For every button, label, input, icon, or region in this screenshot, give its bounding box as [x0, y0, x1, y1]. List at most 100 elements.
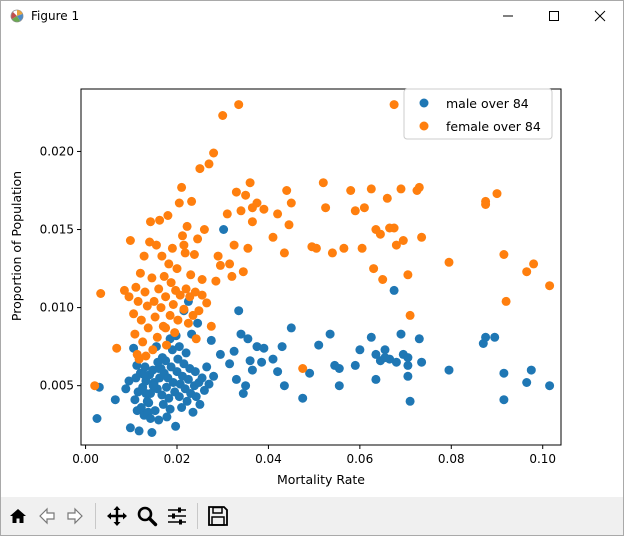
- male-data-point: [215, 349, 225, 359]
- figure-canvas[interactable]: 0.00 0.02 0.04 0.06 0.08 0.10 0.005 0.010 0.015 0…: [1, 31, 623, 497]
- female-data-point: [96, 289, 106, 298]
- zoom-button[interactable]: [135, 504, 159, 528]
- female-data-point: [499, 250, 509, 259]
- female-data-point: [241, 190, 251, 200]
- male-data-point: [279, 381, 289, 391]
- legend-marker-male: [419, 98, 429, 108]
- pan-button[interactable]: [105, 504, 129, 528]
- male-data-point: [298, 393, 308, 403]
- close-button[interactable]: [577, 1, 623, 31]
- save-disk-icon: [208, 506, 228, 526]
- male-data-point: [146, 414, 155, 423]
- female-data-point: [501, 296, 511, 306]
- y-axis-label: Proportion of Population: [9, 171, 24, 321]
- female-data-point: [396, 184, 406, 194]
- y-tick-label: 0.020: [40, 144, 74, 158]
- female-data-point: [391, 240, 401, 250]
- male-data-point: [181, 348, 191, 358]
- male-data-point: [391, 357, 401, 367]
- maximize-button[interactable]: [531, 1, 577, 31]
- female-data-point: [131, 282, 141, 292]
- female-data-point: [135, 268, 145, 278]
- male-data-point: [405, 396, 415, 406]
- female-data-point: [259, 204, 269, 214]
- male-data-point: [417, 357, 427, 367]
- female-data-point: [369, 264, 379, 274]
- male-data-point: [314, 340, 324, 350]
- legend-label-male: male over 84: [446, 96, 529, 111]
- male-data-point: [130, 395, 140, 405]
- female-data-point: [339, 243, 349, 253]
- female-data-point: [225, 259, 235, 269]
- female-data-point: [346, 186, 356, 195]
- home-button[interactable]: [6, 504, 30, 528]
- male-data-point: [174, 392, 184, 402]
- maximize-icon: [549, 11, 559, 21]
- male-data-point: [236, 329, 246, 339]
- male-data-point: [225, 359, 235, 369]
- window-title: Figure 1: [31, 9, 80, 23]
- female-data-point: [236, 206, 246, 216]
- data-points: [90, 100, 555, 437]
- female-data-point: [155, 215, 165, 225]
- female-data-point: [161, 323, 171, 333]
- male-data-point: [188, 407, 198, 417]
- legend-box: [403, 88, 553, 140]
- male-data-point: [403, 353, 413, 363]
- female-data-point: [157, 251, 167, 261]
- female-data-point: [156, 303, 166, 313]
- male-data-point: [355, 345, 365, 355]
- male-data-point: [238, 389, 248, 398]
- female-data-point: [247, 217, 257, 227]
- male-data-point: [490, 332, 500, 342]
- y-tick-label: 0.010: [40, 301, 74, 315]
- male-data-point: [199, 385, 209, 395]
- male-data-point: [245, 356, 255, 366]
- female-data-point: [222, 209, 232, 219]
- female-data-point: [166, 278, 176, 288]
- female-data-point: [168, 300, 178, 309]
- female-data-point: [186, 270, 196, 280]
- male-data-point: [241, 381, 251, 391]
- female-data-point: [359, 203, 369, 213]
- female-data-point: [398, 236, 408, 245]
- female-data-point: [529, 259, 539, 269]
- male-data-point: [153, 357, 163, 367]
- male-data-point: [206, 335, 216, 345]
- male-data-point: [154, 415, 164, 425]
- male-data-point: [334, 364, 344, 373]
- female-data-point: [204, 159, 214, 169]
- female-data-point: [545, 281, 555, 291]
- female-data-point: [151, 240, 161, 250]
- male-data-point: [380, 353, 390, 363]
- male-data-point: [396, 329, 406, 339]
- female-data-point: [159, 271, 169, 281]
- male-data-point: [305, 368, 315, 378]
- male-data-point: [162, 412, 172, 422]
- male-data-point: [481, 332, 491, 342]
- female-data-point: [170, 328, 180, 338]
- female-data-point: [206, 321, 216, 331]
- male-data-point: [141, 389, 151, 398]
- female-data-point: [138, 337, 148, 347]
- minimize-button[interactable]: [485, 1, 531, 31]
- male-data-point: [234, 306, 244, 316]
- male-data-point: [197, 373, 207, 383]
- back-button[interactable]: [35, 504, 59, 528]
- save-button[interactable]: [206, 504, 230, 528]
- legend-marker-female: [419, 121, 429, 131]
- male-data-point: [277, 342, 287, 352]
- male-data-point: [110, 395, 120, 405]
- forward-button[interactable]: [63, 504, 87, 528]
- female-data-point: [417, 232, 427, 242]
- male-data-point: [219, 225, 229, 234]
- male-data-point: [209, 371, 219, 381]
- configure-subplots-button[interactable]: [165, 504, 189, 528]
- y-tick-label: 0.005: [40, 379, 74, 393]
- female-data-point: [282, 186, 292, 195]
- male-data-point: [171, 421, 181, 431]
- male-data-point: [162, 382, 171, 392]
- female-data-point: [163, 211, 173, 220]
- male-data-point: [499, 368, 509, 378]
